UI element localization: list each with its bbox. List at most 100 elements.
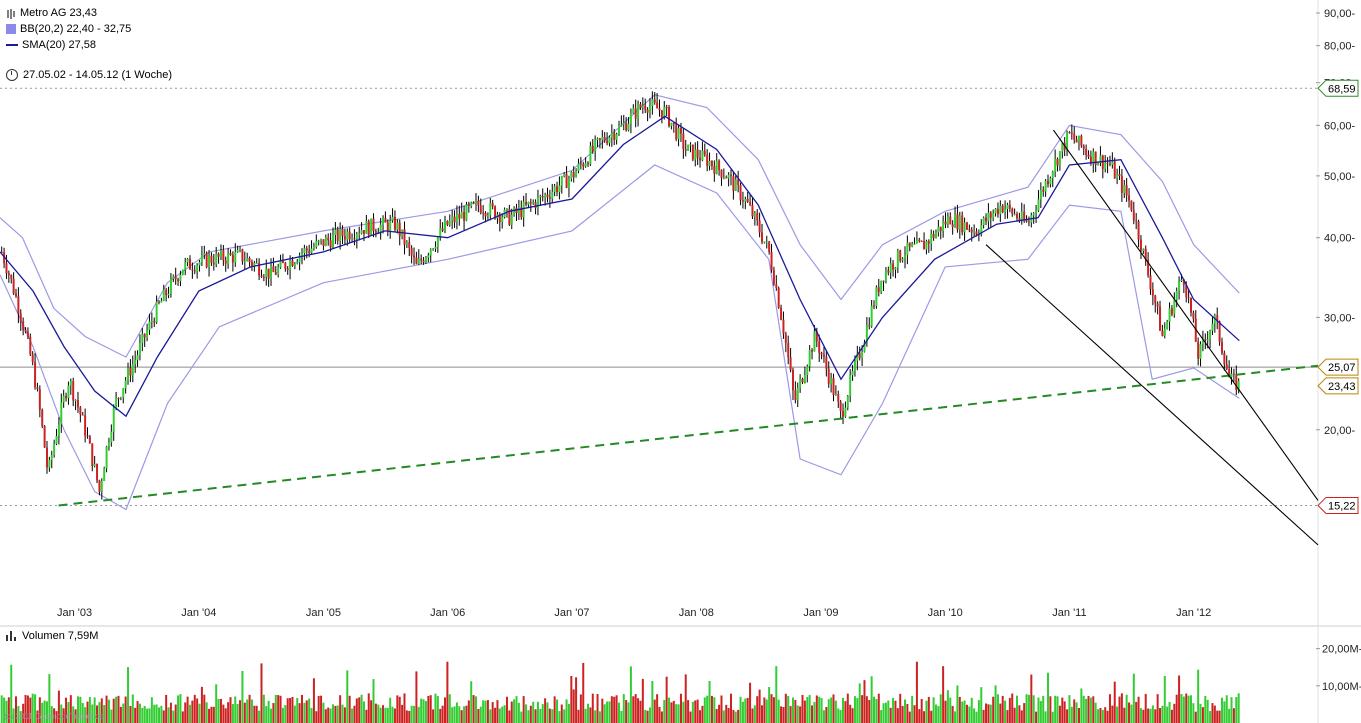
volume-bar <box>1061 697 1064 723</box>
candle-body <box>1061 143 1064 152</box>
volume-bar <box>1166 706 1169 723</box>
candle-body <box>1087 154 1090 157</box>
volume-bar <box>486 700 489 723</box>
volume-bar <box>942 666 945 723</box>
candle-body <box>737 179 740 185</box>
volume-bar <box>691 701 694 723</box>
candle-body <box>57 424 60 437</box>
candle-body <box>1056 158 1059 166</box>
candle-body <box>565 173 568 188</box>
candle-body <box>255 262 258 264</box>
volume-bar <box>1025 694 1028 723</box>
volume-bar <box>968 706 971 723</box>
candle-body <box>896 250 899 268</box>
volume-bar <box>239 700 242 723</box>
volume-bar <box>424 700 427 723</box>
volume-bar <box>1070 706 1073 723</box>
volume-bar <box>1008 697 1011 723</box>
candle-body <box>603 136 606 141</box>
candle-body <box>243 260 246 262</box>
candle-body <box>312 246 315 249</box>
candle-body <box>112 407 115 432</box>
candle-body <box>746 198 749 202</box>
candle-body <box>591 145 594 152</box>
volume-bar <box>675 704 678 723</box>
volume-bar <box>932 697 935 723</box>
candle-body <box>327 237 330 241</box>
volume-bar <box>31 693 34 723</box>
volume-bar <box>749 682 752 723</box>
volume-bar <box>501 706 504 723</box>
volume-bar <box>341 704 344 723</box>
bollinger-lower-line <box>0 164 1240 511</box>
candle-body <box>899 250 902 261</box>
volume-bar <box>484 700 487 723</box>
volume-bar <box>45 701 48 723</box>
candle-body <box>799 378 802 388</box>
volume-bar <box>544 698 547 723</box>
volume-bar <box>668 697 671 723</box>
volume-bar <box>513 699 516 723</box>
candle-body <box>284 263 287 269</box>
volume-bar <box>842 697 845 723</box>
candle-body <box>1070 132 1073 134</box>
volume-bar <box>293 705 296 723</box>
candle-body <box>694 149 697 160</box>
candle-body <box>641 105 644 108</box>
candle-body <box>1220 341 1223 353</box>
candle-body <box>1116 174 1119 179</box>
candle-body <box>877 287 880 293</box>
candle-body <box>684 149 687 151</box>
volume-bar <box>529 705 532 723</box>
price-label-tag: 68,59 <box>1317 79 1359 97</box>
volume-bar <box>634 694 637 723</box>
candle-body <box>219 250 222 257</box>
candle-body <box>370 218 373 236</box>
volume-bar <box>417 706 420 723</box>
candle-body <box>117 398 120 400</box>
candle-body <box>1147 259 1150 276</box>
volume-bar <box>815 695 818 723</box>
volume-bar <box>677 704 680 723</box>
volume-bar <box>496 700 499 723</box>
volume-bar <box>346 670 349 723</box>
volume-bar <box>334 705 337 723</box>
volume-bar <box>515 696 518 723</box>
volume-bar <box>1185 693 1188 723</box>
candle-body <box>992 213 995 218</box>
candle-body <box>548 197 551 199</box>
candle-body <box>81 414 84 416</box>
x-tick-label: Jan '09 <box>803 607 838 619</box>
candle-body <box>258 262 261 276</box>
volume-bar <box>1020 710 1023 723</box>
volume-bar <box>1209 711 1212 723</box>
volume-bar <box>327 707 330 723</box>
x-tick-label: Jan '11 <box>1052 607 1086 619</box>
candle-body <box>768 241 771 253</box>
candle-body <box>1027 221 1030 223</box>
volume-bar <box>1046 672 1049 723</box>
volume-bar <box>229 697 232 723</box>
volume-bar <box>987 704 990 723</box>
candle-body <box>289 260 292 271</box>
candle-body <box>346 231 349 240</box>
volume-bar <box>248 694 251 723</box>
candle-body <box>629 113 632 124</box>
candle-body <box>1201 339 1204 345</box>
candle-body <box>212 262 215 265</box>
volume-bar <box>200 686 203 723</box>
candle-body <box>153 321 156 323</box>
volume-bar <box>934 704 937 723</box>
volume-bar <box>177 695 180 723</box>
candle-body <box>1209 330 1212 340</box>
candle-body <box>777 288 780 308</box>
candle-body <box>587 163 590 165</box>
volume-bar <box>358 697 361 723</box>
candle-body <box>310 248 313 254</box>
volume-bar <box>474 696 477 723</box>
volume-bar <box>250 699 253 723</box>
volume-bar <box>353 705 356 723</box>
volume-bar <box>1173 703 1176 723</box>
volume-bar <box>1142 709 1145 723</box>
